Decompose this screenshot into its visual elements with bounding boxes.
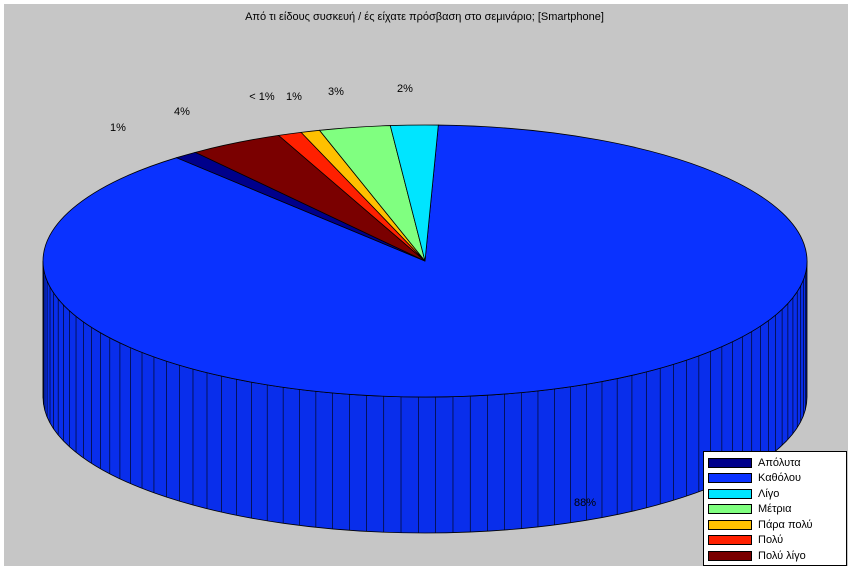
legend-swatch <box>708 550 752 561</box>
slice-label-5: < 1% <box>249 91 275 103</box>
slice-label-6: 3% <box>328 86 344 98</box>
slice-label-4: 1% <box>286 91 302 103</box>
legend-swatch <box>708 519 752 530</box>
legend-swatch <box>708 488 752 499</box>
legend-swatch <box>708 473 752 484</box>
legend-item: Μέτρια <box>708 502 842 518</box>
legend-item: Απόλυτα <box>708 455 842 471</box>
legend-label: Λίγο <box>758 487 780 500</box>
slice-label-2: 1% <box>110 122 126 134</box>
slice-label-7: 2% <box>397 83 413 95</box>
legend-swatch <box>708 535 752 546</box>
chart-title: Από τι είδους συσκευή / ές είχατε πρόσβα… <box>245 11 604 23</box>
legend-item: Πάρα πολύ <box>708 517 842 533</box>
legend-item: Καθόλου <box>708 471 842 487</box>
legend-item: Λίγο <box>708 486 842 502</box>
legend-swatch <box>708 457 752 468</box>
legend: Απόλυτα Καθόλου Λίγο Μέτρια Πάρα πολύ Πολύ Πολ… <box>703 451 847 566</box>
legend-label: Απόλυτα <box>758 456 801 469</box>
legend-label: Πάρα πολύ <box>758 518 813 531</box>
legend-label: Πολύ λίγο <box>758 549 806 562</box>
legend-swatch <box>708 504 752 515</box>
legend-label: Πολύ <box>758 534 784 547</box>
slice-label-1: 88% <box>574 497 596 509</box>
legend-item: Πολύ λίγο <box>708 548 842 564</box>
slice-label-3: 4% <box>174 106 190 118</box>
pie-labels: 88% 1% 4% 1% < 1% 3% 2% <box>110 83 596 509</box>
legend-label: Μέτρια <box>758 503 792 516</box>
pie-top-face <box>42 124 808 398</box>
legend-item: Πολύ <box>708 533 842 549</box>
pie-slice-7 <box>389 124 439 262</box>
legend-label: Καθόλου <box>758 472 802 485</box>
